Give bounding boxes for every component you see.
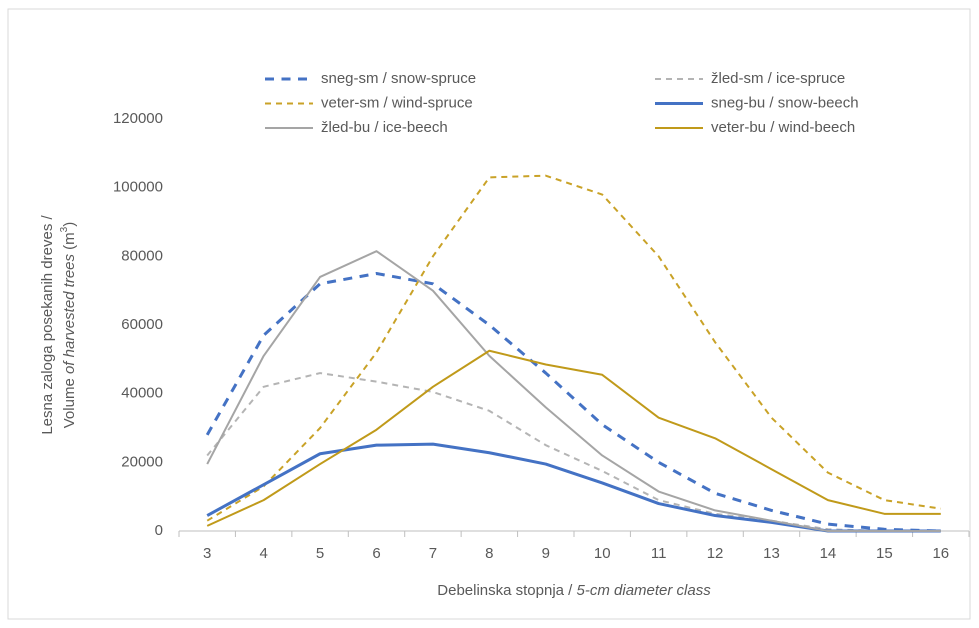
series-line [206,250,941,532]
x-tick-label: 9 [542,545,550,562]
series-line [205,272,941,533]
x-tick-label: 16 [932,545,949,562]
x-label-part: 5-cm diameter class [577,582,712,599]
y-label-line2: Volume of harvested trees (m3) [59,222,78,429]
y-tick-label: 40000 [121,385,163,402]
x-tick-label: 6 [372,545,380,562]
y-tick-label: 20000 [121,453,163,470]
y-label-part: ) [61,222,78,227]
y-tick-label: 120000 [113,110,163,127]
x-tick-label: 10 [594,545,611,562]
y-label-part: (m [61,232,78,254]
x-tick-label: 7 [429,545,437,562]
x-tick-label: 14 [820,545,837,562]
x-tick-label: 13 [763,545,780,562]
y-tick-label: 60000 [121,316,163,333]
x-tick-label: 3 [203,545,211,562]
y-label-line1: Lesna zaloga posekanih dreves / [39,215,56,435]
y-tick-label: 80000 [121,247,163,264]
y-tick-label: 100000 [113,179,163,196]
y-label-part: of harvested trees [61,253,78,374]
legend-label: veter-bu / wind-beech [711,119,855,136]
legend-label: žled-bu / ice-beech [321,119,448,136]
series-line [206,349,941,527]
x-tick-label: 11 [651,545,667,562]
chart-frame [7,8,971,620]
y-tick-label: 0 [155,522,163,539]
legend-label: sneg-bu / snow-beech [711,94,859,111]
y-label-part: 3 [59,226,70,232]
y-label-part: Volume [61,374,78,428]
x-label-part: Debelinska stopnja / [437,582,576,599]
x-tick-label: 4 [259,545,267,562]
series-line [206,372,941,532]
legend-label: žled-sm / ice-spruce [711,70,845,87]
x-tick-label: 5 [316,545,324,562]
x-tick-label: 15 [876,545,893,562]
y-axis-title: Lesna zaloga posekanih dreves / Volume o… [39,215,78,435]
legend-label: sneg-sm / snow-spruce [321,70,476,87]
legend-label: veter-sm / wind-spruce [321,94,473,111]
x-tick-label: 12 [707,545,724,562]
x-axis-title: Debelinska stopnja / 5-cm diameter class [437,582,711,599]
x-tick-label: 8 [485,545,493,562]
